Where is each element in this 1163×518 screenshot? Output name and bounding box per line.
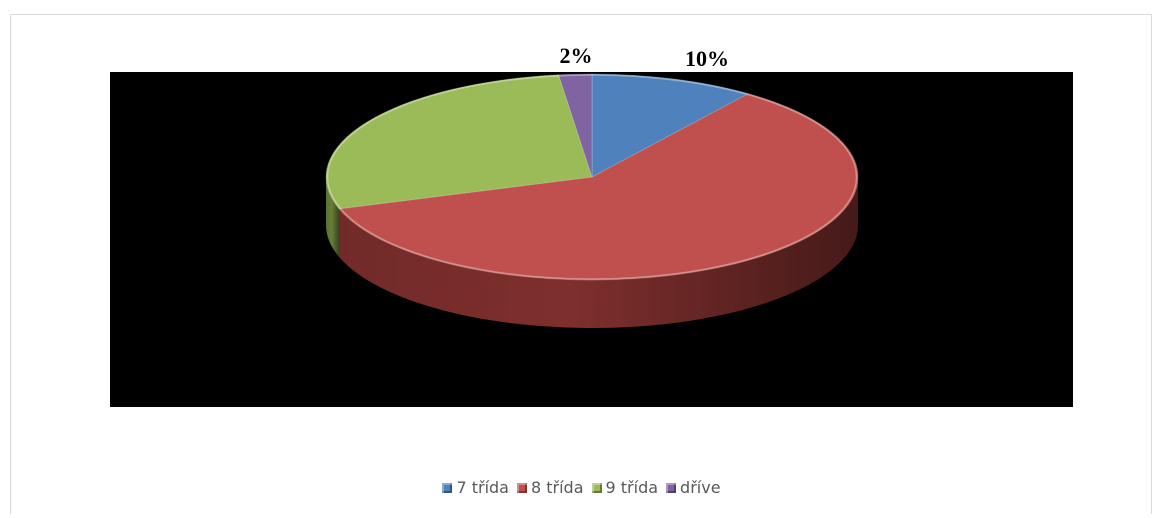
- pie-slice-8-trida: [338, 93, 859, 281]
- legend-label: 9 třída: [605, 478, 659, 497]
- chart-frame: [10, 14, 1152, 514]
- legend-item-drive: dříve: [666, 478, 721, 497]
- legend-label: 7 třída: [456, 478, 509, 497]
- legend-swatch: [591, 482, 602, 493]
- data-label-drive: 2%: [560, 43, 593, 68]
- pie-slice-9-trida: [325, 74, 593, 210]
- data-label-7-trida: 10%: [685, 46, 729, 71]
- pie-slice-7-trida: [591, 73, 750, 178]
- legend-item-8-trida: 8 třída: [516, 478, 584, 497]
- legend-item-7-trida: 7 třída: [442, 478, 509, 497]
- pie-side-shade-9-trida: [326, 177, 340, 257]
- legend-label: dříve: [680, 478, 721, 497]
- legend: 7 třída 8 třída 9 třída dříve: [0, 478, 1163, 497]
- pie-side-shade-8-trida: [339, 177, 859, 328]
- legend-swatch: [516, 482, 527, 493]
- legend-swatch: [666, 482, 677, 493]
- pie-slice-drive: [558, 73, 593, 178]
- pie-rim-highlight: [326, 74, 858, 280]
- legend-item-9-trida: 9 třída: [591, 478, 659, 497]
- legend-label: 8 třída: [530, 478, 584, 497]
- legend-swatch: [442, 482, 453, 493]
